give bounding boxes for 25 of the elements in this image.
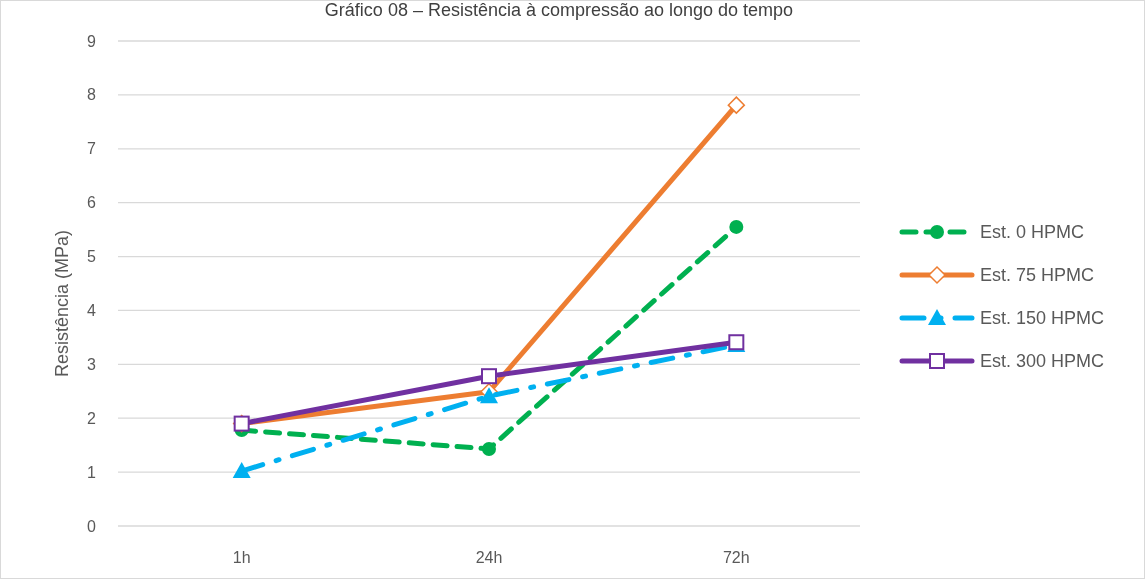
point xyxy=(482,441,496,456)
legend-label: Est. 300 HPMC xyxy=(980,351,1105,372)
y-tick-label: 3 xyxy=(87,355,97,373)
point xyxy=(727,96,746,114)
y-tick-label: 5 xyxy=(87,248,97,266)
x-tick-label: 24h xyxy=(475,548,503,566)
legend-label: Est. 75 HPMC xyxy=(980,265,1095,286)
y-axis-title: Resistência (MPa) xyxy=(52,229,72,378)
point xyxy=(481,368,497,385)
point xyxy=(480,387,498,404)
point xyxy=(232,462,251,479)
y-tick-label: 4 xyxy=(87,302,97,320)
legend-label: Est. 0 HPMC xyxy=(980,222,1085,243)
legend-label: Est. 150 HPMC xyxy=(980,308,1105,329)
y-tick-label: 7 xyxy=(87,140,97,158)
y-tick-label: 9 xyxy=(87,32,97,50)
y-tick-label: 8 xyxy=(87,86,97,104)
chart-title: Gráfico 08 – Resistência à compressão ao longo do tempo xyxy=(324,0,794,20)
y-tick-label: 0 xyxy=(87,517,97,535)
y-tick-label: 2 xyxy=(87,409,97,427)
point xyxy=(729,219,744,234)
y-tick-label: 1 xyxy=(87,463,97,481)
x-tick-label: 1h xyxy=(232,548,251,566)
x-tick-label: 72h xyxy=(722,548,750,566)
y-tick-label: 6 xyxy=(87,194,97,212)
